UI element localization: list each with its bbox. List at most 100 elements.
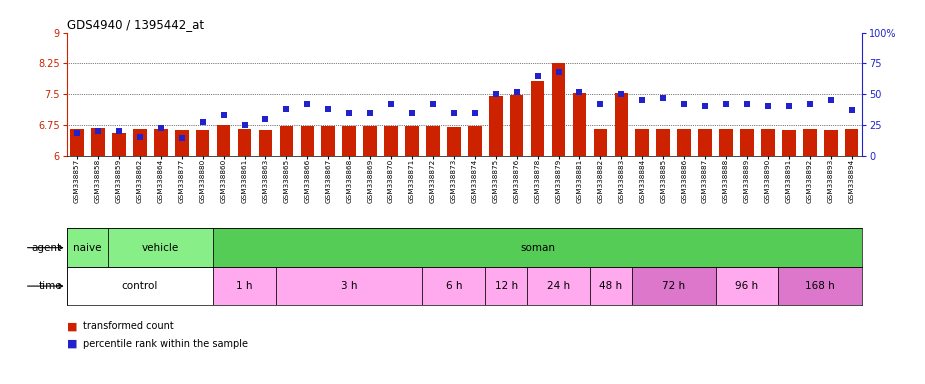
Bar	[573, 93, 586, 156]
Bar	[551, 63, 565, 156]
Bar	[426, 126, 439, 156]
Bar	[698, 129, 712, 156]
Bar	[423, 267, 486, 305]
Text: agent: agent	[31, 243, 62, 253]
Bar	[635, 129, 649, 156]
Bar	[845, 129, 858, 156]
Bar	[384, 126, 398, 156]
Point	[593, 101, 608, 107]
Bar	[510, 95, 524, 156]
Bar	[108, 228, 213, 267]
Point	[656, 95, 671, 101]
Point	[174, 135, 189, 141]
Bar	[594, 129, 607, 156]
Point	[216, 112, 231, 118]
Text: control: control	[122, 281, 158, 291]
Point	[300, 101, 314, 107]
Point	[467, 109, 482, 116]
Text: 1 h: 1 h	[236, 281, 253, 291]
Bar	[342, 126, 356, 156]
Text: ■: ■	[67, 339, 77, 349]
Bar	[803, 129, 817, 156]
Bar	[112, 133, 126, 156]
Point	[69, 130, 84, 136]
Bar	[590, 267, 632, 305]
Bar	[720, 129, 733, 156]
Text: percentile rank within the sample: percentile rank within the sample	[83, 339, 248, 349]
Point	[363, 109, 377, 116]
Point	[404, 109, 419, 116]
Point	[677, 101, 692, 107]
Point	[802, 101, 817, 107]
Text: time: time	[38, 281, 62, 291]
Point	[91, 128, 105, 134]
Text: 96 h: 96 h	[735, 281, 758, 291]
Text: transformed count: transformed count	[83, 321, 174, 331]
Bar	[614, 93, 628, 156]
Bar	[740, 129, 754, 156]
Point	[572, 89, 586, 95]
Bar	[196, 130, 209, 156]
Bar	[175, 130, 189, 156]
Bar	[468, 126, 482, 156]
Bar	[716, 267, 778, 305]
Bar	[761, 129, 775, 156]
Point	[384, 101, 399, 107]
Bar	[216, 125, 230, 156]
Point	[551, 69, 566, 75]
Bar	[657, 129, 670, 156]
Text: 48 h: 48 h	[599, 281, 623, 291]
Point	[258, 116, 273, 122]
Bar	[778, 267, 862, 305]
Bar	[405, 126, 419, 156]
Bar	[67, 267, 213, 305]
Bar	[301, 126, 314, 156]
Bar	[527, 267, 590, 305]
Point	[719, 101, 734, 107]
Point	[132, 134, 147, 140]
Bar	[133, 129, 147, 156]
Bar	[92, 127, 105, 156]
Point	[782, 103, 796, 109]
Text: 72 h: 72 h	[662, 281, 685, 291]
Text: soman: soman	[520, 243, 555, 253]
Point	[279, 106, 294, 112]
Point	[760, 103, 775, 109]
Bar	[364, 126, 377, 156]
Point	[488, 91, 503, 97]
Text: 168 h: 168 h	[806, 281, 835, 291]
Point	[426, 101, 440, 107]
Point	[447, 109, 462, 116]
Point	[823, 97, 838, 103]
Bar	[782, 130, 796, 156]
Text: 12 h: 12 h	[495, 281, 518, 291]
Bar	[279, 126, 293, 156]
Point	[112, 128, 127, 134]
Bar	[531, 81, 545, 156]
Text: 24 h: 24 h	[547, 281, 570, 291]
Bar	[489, 96, 502, 156]
Bar	[213, 228, 862, 267]
Bar	[67, 228, 108, 267]
Point	[614, 91, 629, 97]
Bar	[824, 130, 837, 156]
Point	[740, 101, 755, 107]
Point	[237, 122, 252, 128]
Point	[510, 89, 524, 95]
Text: ■: ■	[67, 321, 77, 331]
Point	[697, 103, 712, 109]
Text: GDS4940 / 1395442_at: GDS4940 / 1395442_at	[67, 18, 204, 31]
Bar	[276, 267, 423, 305]
Bar	[632, 267, 716, 305]
Point	[342, 109, 357, 116]
Bar	[154, 129, 167, 156]
Bar	[322, 126, 335, 156]
Bar	[677, 129, 691, 156]
Bar	[486, 267, 527, 305]
Point	[321, 106, 336, 112]
Bar	[238, 129, 252, 156]
Bar	[70, 129, 84, 156]
Bar	[213, 267, 276, 305]
Point	[195, 119, 210, 126]
Point	[154, 126, 168, 132]
